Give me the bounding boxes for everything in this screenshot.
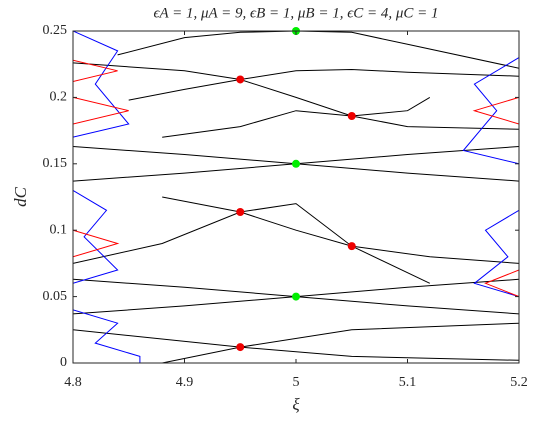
contour-line [162, 96, 431, 138]
x-tick-label: 5.1 [399, 375, 417, 390]
x-tick-label: 4.9 [176, 375, 194, 390]
contour-line [73, 31, 130, 138]
contour-line [73, 62, 519, 130]
contour-line [117, 31, 519, 69]
contour-line [73, 309, 141, 363]
marker [347, 242, 356, 251]
contour-line [73, 189, 119, 284]
y-tick-label: 0.1 [50, 222, 68, 237]
y-tick-label: 0 [60, 355, 67, 370]
marker [236, 343, 245, 352]
y-tick-label: 0.25 [43, 23, 68, 38]
y-tick-label: 0.05 [43, 289, 68, 304]
contour-line [128, 68, 519, 101]
contour-line [73, 203, 431, 284]
x-tick-label: 4.8 [64, 375, 82, 390]
y-tick-label: 0.15 [43, 156, 68, 171]
marker [236, 208, 245, 217]
contour-line [462, 57, 519, 165]
y-tick-label: 0.2 [50, 90, 68, 105]
contour-line [73, 329, 519, 361]
x-tick-label: 5.2 [510, 375, 528, 390]
contour-line [73, 229, 120, 258]
marker [236, 75, 245, 84]
marker [292, 159, 300, 168]
contour-line [162, 196, 519, 264]
contour-line [73, 96, 129, 125]
chart-title: ϵA = 1, μA = 9, ϵB = 1, μB = 1, ϵC = 4, … [153, 5, 438, 21]
x-tick-label: 5 [293, 375, 300, 390]
contour-line [484, 269, 519, 298]
contour-line [473, 209, 519, 298]
contour-line [162, 322, 519, 363]
contour-line [472, 96, 519, 125]
x-axis-label: ξ [292, 395, 300, 414]
marker [347, 111, 356, 120]
marker [292, 292, 300, 301]
contour-line [73, 59, 118, 82]
y-axis-label: dC [11, 186, 30, 207]
